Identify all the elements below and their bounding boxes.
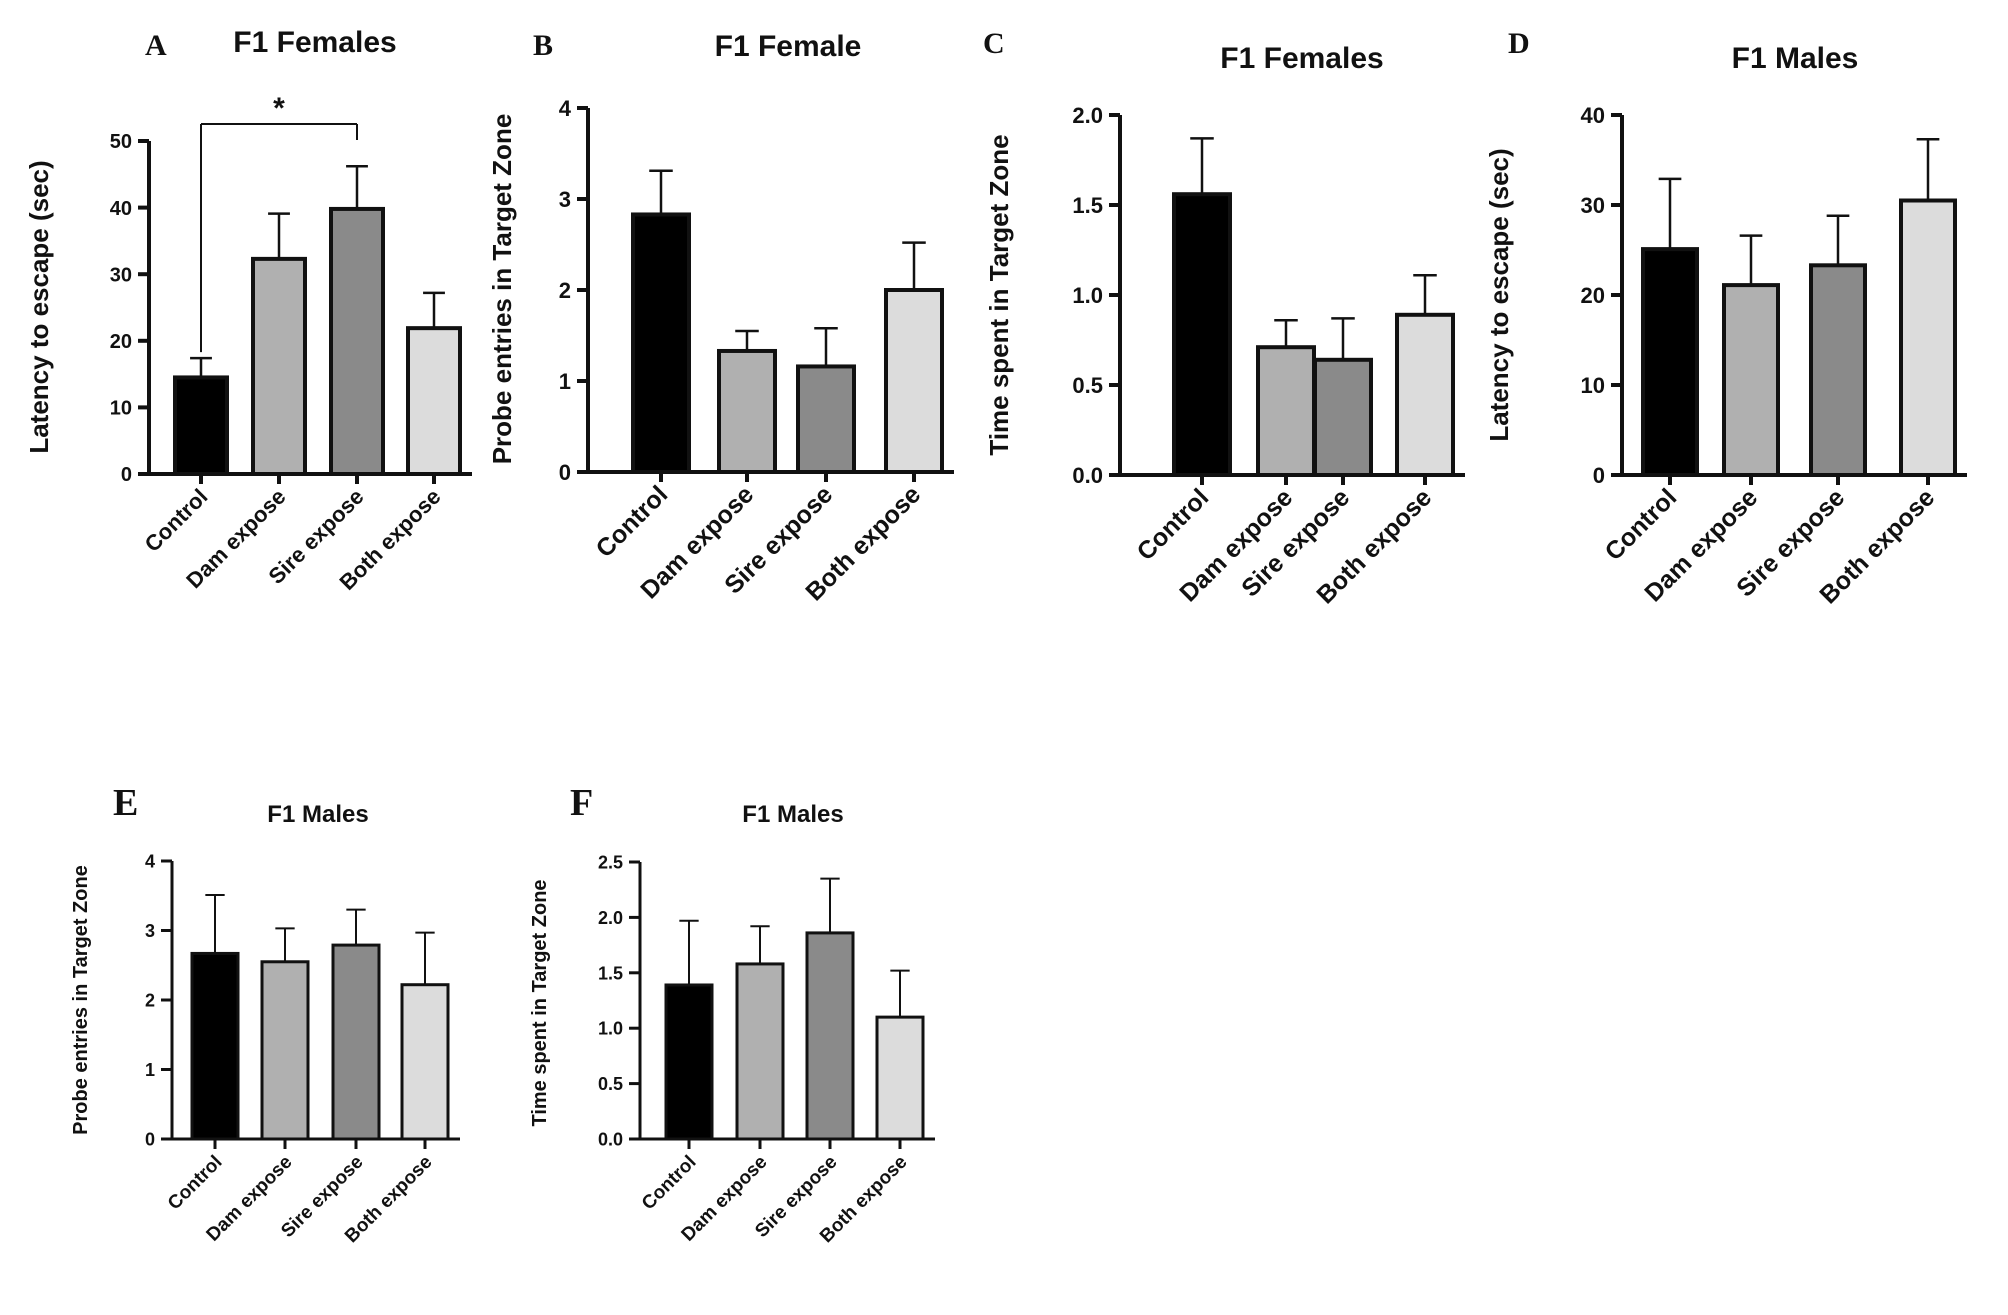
panel-e-bar-1: [260, 960, 310, 1141]
panel-b-bar-3: [884, 288, 944, 474]
panel-f-ytick-label: 1.5: [598, 963, 623, 983]
panel-e-ytick-label: 0: [145, 1129, 155, 1149]
panel-d-letter: D: [1508, 27, 1530, 60]
panel-a-ytick-label: 10: [110, 398, 132, 420]
panel-c-bar-1: [1256, 345, 1316, 478]
panel-b-ytick-label: 0: [559, 460, 571, 485]
panel-c-bar-3: [1395, 312, 1455, 477]
panel-e-title: F1 Males: [267, 801, 368, 828]
panel-a-letter: A: [145, 29, 167, 62]
panel-d-ylabel: Latency to escape (sec): [1484, 148, 1514, 441]
panel-f-title: F1 Males: [742, 801, 843, 828]
panel-c-ytick-label: 2.0: [1072, 103, 1103, 128]
panel-d-bar-2: [1809, 263, 1867, 477]
panel-f-ytick-label: 0.5: [598, 1074, 623, 1094]
panel-d-bar-0: [1641, 247, 1699, 477]
panel-b-bar-2: [796, 364, 856, 474]
panel-b-ytick-label: 2: [559, 278, 571, 303]
panel-c-ylabel: Time spent in Target Zone: [984, 134, 1014, 455]
panel-e-bar-0: [190, 951, 240, 1141]
panel-a-ytick-label: 20: [110, 331, 132, 353]
panel-b-letter: B: [533, 29, 553, 62]
panel-a-title: F1 Females: [233, 26, 396, 59]
panel-c-bar-0: [1172, 192, 1232, 477]
panel-c-ytick-label: 1.0: [1072, 283, 1103, 308]
panel-f-bar-3: [875, 1015, 925, 1141]
panel-d-ytick-label: 30: [1581, 193, 1605, 218]
panel-e-ytick-label: 4: [145, 851, 155, 871]
panel-f-letter: F: [570, 782, 593, 824]
panel-d-ytick-label: 0: [1593, 463, 1605, 488]
panel-b-bar-1: [717, 348, 777, 474]
panel-a: A F1 Females Latency to escape (sec) 0 10…: [24, 26, 472, 595]
panel-e-ylabel: Probe entries in Target Zone: [70, 865, 92, 1135]
panel-a-bar-1: [251, 256, 307, 476]
panel-b: B F1 Female Probe entries in Target Zone…: [487, 29, 954, 606]
panel-e-category-label: Control: [164, 1152, 227, 1215]
panel-a-category-label: Control: [140, 484, 213, 557]
panel-d-category-label: Control: [1600, 483, 1683, 566]
panel-a-ytick-label: 40: [110, 198, 132, 220]
panel-e-letter: E: [113, 782, 138, 824]
panel-a-bar-3: [406, 326, 462, 476]
panel-b-bar-0: [631, 212, 691, 474]
panel-a-ytick-label: 50: [110, 131, 132, 153]
panel-b-title: F1 Female: [715, 30, 862, 63]
panel-a-sig-label: *: [273, 92, 285, 125]
panel-e-bar-3: [400, 983, 450, 1141]
panel-c-letter: C: [983, 27, 1005, 60]
panel-a-ytick-label: 30: [110, 264, 132, 286]
panel-c-bar-2: [1313, 357, 1373, 477]
panel-c-ytick-label: 0.0: [1072, 463, 1103, 488]
panel-d-title: F1 Males: [1732, 42, 1859, 75]
panel-c-category-label: Control: [1132, 483, 1215, 566]
panel-b-ytick-label: 3: [559, 187, 571, 212]
panel-f-bar-0: [664, 983, 714, 1141]
panel-c: C F1 Females Time spent in Target Zone 0…: [983, 27, 1465, 609]
panel-d-ytick-label: 40: [1581, 103, 1605, 128]
panel-d-ytick-label: 10: [1581, 373, 1605, 398]
panel-c-title: F1 Females: [1220, 42, 1383, 75]
panel-f-bar-1: [735, 962, 785, 1141]
panel-e-ytick-label: 3: [145, 921, 155, 941]
panel-f-bar-2: [805, 931, 855, 1141]
panel-f-ytick-label: 1.0: [598, 1019, 623, 1039]
panel-d-bar-3: [1899, 198, 1957, 477]
panel-b-ytick-label: 1: [559, 369, 571, 394]
panel-e: E F1 Males Probe entries in Target Zone …: [70, 782, 460, 1247]
panel-f-ytick-label: 2.0: [598, 908, 623, 928]
panel-b-category-label: Control: [591, 480, 674, 563]
panel-c-ytick-label: 1.5: [1072, 193, 1103, 218]
panel-d: D F1 Males Latency to escape (sec) 0 10 20…: [1484, 27, 1967, 609]
panel-d-ytick-label: 20: [1581, 283, 1605, 308]
panel-a-ylabel: Latency to escape (sec): [24, 160, 54, 453]
panel-f-ytick-label: 2.5: [598, 852, 623, 872]
panel-f: F F1 Males Time spent in Target Zone 0.0…: [529, 782, 935, 1247]
panel-b-ylabel: Probe entries in Target Zone: [487, 114, 517, 465]
panel-a-bar-0: [173, 375, 229, 476]
panel-e-ytick-label: 2: [145, 990, 155, 1010]
panel-d-bar-1: [1722, 283, 1780, 477]
panel-f-ytick-label: 0.0: [598, 1129, 623, 1149]
panel-e-bar-2: [331, 943, 381, 1141]
panel-e-ytick-label: 1: [145, 1060, 155, 1080]
panel-c-ytick-label: 0.5: [1072, 373, 1103, 398]
panel-f-ylabel: Time spent in Target Zone: [529, 879, 551, 1126]
panel-a-bar-2: [329, 206, 385, 476]
panel-b-ytick-label: 4: [559, 96, 572, 121]
panel-a-ytick-label: 0: [121, 464, 132, 486]
panel-f-category-label: Control: [638, 1152, 701, 1215]
